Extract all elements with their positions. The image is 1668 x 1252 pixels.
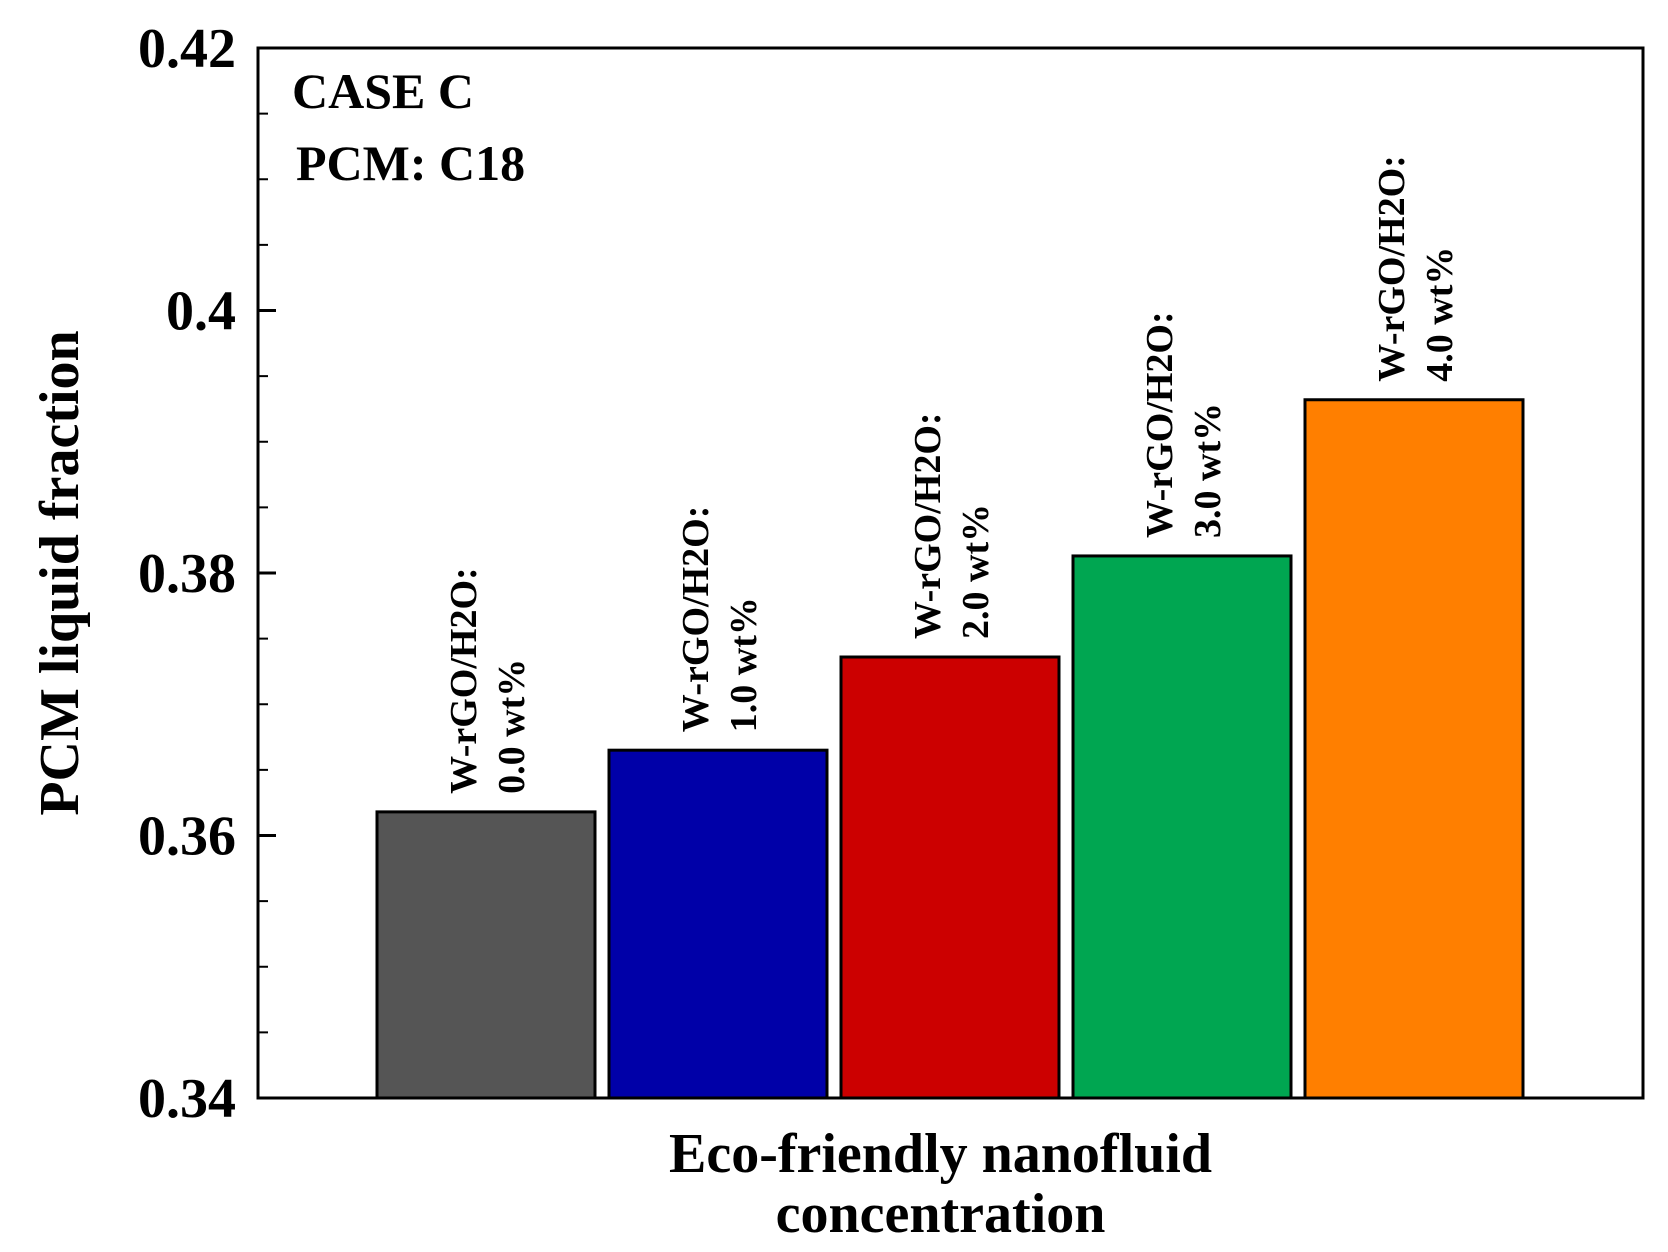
bar-label-prefix: W-rGO/H2O: (675, 506, 717, 733)
bar-4 (1303, 398, 1525, 1100)
bar-1 (607, 748, 829, 1100)
y-tick-label: 0.36 (138, 806, 236, 868)
y-tick-label: 0.42 (138, 18, 236, 80)
bar-label-prefix: W-rGO/H2O: (443, 567, 485, 794)
bar-label-3: W-rGO/H2O: 3.0 wt% (1139, 311, 1229, 538)
y-tick-label: 0.38 (138, 543, 236, 605)
pcm-annotation: PCM: C18 (296, 135, 525, 191)
bar-label-concentration: 3.0 wt% (1187, 403, 1229, 538)
bar-2 (839, 655, 1061, 1100)
bar-label-concentration: 4.0 wt% (1419, 247, 1461, 382)
x-axis-title-line-1: Eco-friendly nanofluid (669, 1123, 1212, 1185)
bar-label-concentration: 1.0 wt% (723, 597, 765, 732)
bar-0 (375, 810, 597, 1100)
bar-label-4: W-rGO/H2O: 4.0 wt% (1371, 155, 1461, 382)
bar-label-prefix: W-rGO/H2O: (1371, 155, 1413, 382)
y-tick-label: 0.4 (166, 281, 236, 343)
y-tick-label: 0.34 (138, 1068, 236, 1130)
bar-label-0: W-rGO/H2O: 0.0 wt% (443, 567, 533, 794)
bar-labels-layer: W-rGO/H2O: 0.0 wt% W-rGO/H2O: 1.0 wt%W-rGO/… (443, 155, 1461, 794)
ticks-layer (258, 46, 276, 1100)
bars-layer (375, 398, 1525, 1100)
bar-3 (1071, 554, 1293, 1100)
bar-label-prefix: W-rGO/H2O: (907, 412, 949, 639)
bar-label-concentration: 2.0 wt% (955, 504, 997, 639)
bar-label-1: W-rGO/H2O: 1.0 wt% (675, 506, 765, 733)
case-annotation: CASE C (292, 63, 474, 119)
bar-label-2: W-rGO/H2O: 2.0 wt% (907, 412, 997, 639)
bar-label-prefix: W-rGO/H2O: (1139, 311, 1181, 538)
tick-labels-layer: 0.34 0.36 0.38 0.4 0.42 (138, 18, 236, 1130)
y-axis-title: PCM liquid fraction (29, 330, 91, 815)
x-axis-title-line-2: concentration (776, 1183, 1106, 1245)
bar-label-concentration: 0.0 wt% (491, 659, 533, 794)
